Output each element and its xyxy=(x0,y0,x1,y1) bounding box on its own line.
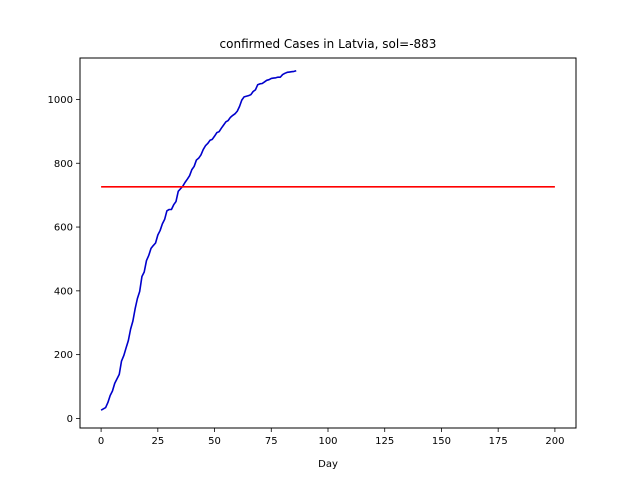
x-axis: 0 25 50 75 100 125 150 175 200 xyxy=(98,428,564,447)
series-line-0 xyxy=(100,69,297,411)
x-tick-label: 175 xyxy=(489,436,508,447)
y-tick-label: 1000 xyxy=(48,95,73,106)
x-tick-label: 200 xyxy=(545,436,564,447)
plot-area xyxy=(100,69,555,411)
x-axis-label: Day xyxy=(318,459,338,470)
x-tick-label: 75 xyxy=(265,436,278,447)
x-tick-label: 25 xyxy=(151,436,164,447)
x-tick-label: 150 xyxy=(432,436,451,447)
y-tick-label: 800 xyxy=(54,159,73,170)
chart-title: confirmed Cases in Latvia, sol=-883 xyxy=(220,37,437,51)
y-tick-label: 600 xyxy=(54,223,73,234)
x-tick-label: 50 xyxy=(208,436,221,447)
y-axis: 0 200 400 600 800 1000 xyxy=(48,95,80,425)
plot-frame xyxy=(79,57,577,429)
y-tick-label: 400 xyxy=(54,286,73,297)
x-tick-label: 125 xyxy=(375,436,394,447)
y-tick-label: 200 xyxy=(54,350,73,361)
y-tick-label: 0 xyxy=(67,414,73,425)
x-tick-label: 100 xyxy=(318,436,337,447)
x-tick-label: 0 xyxy=(98,436,104,447)
